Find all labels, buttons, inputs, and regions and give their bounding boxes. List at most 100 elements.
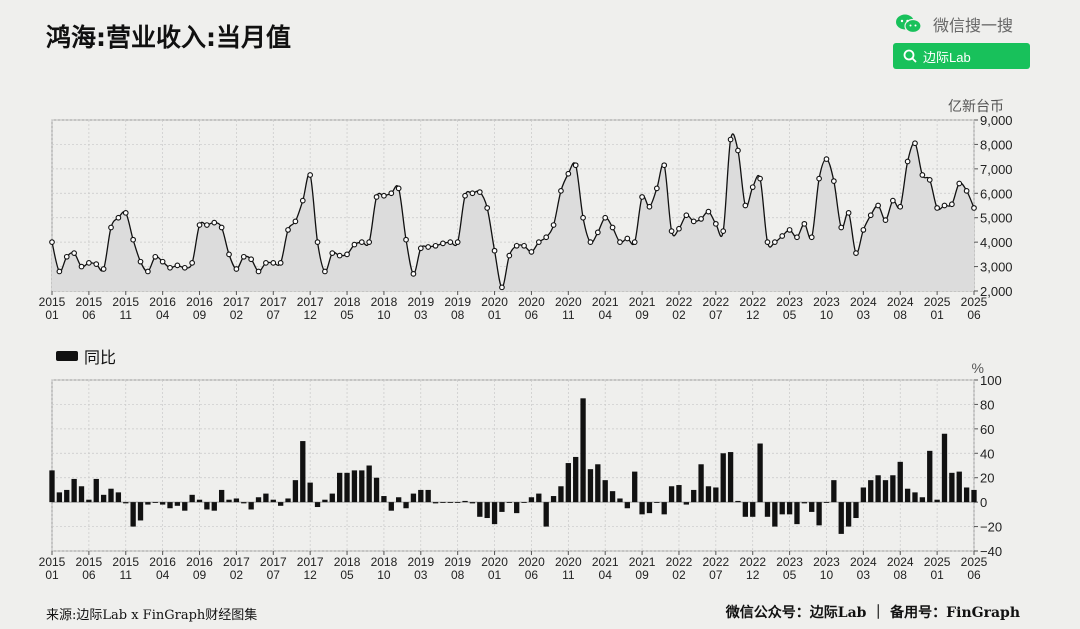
bottom-xtick-label-month: 03 <box>857 568 871 582</box>
top-xtick-label-year: 2022 <box>702 295 729 309</box>
top-xtick-label-year: 2020 <box>555 295 582 309</box>
revenue-point <box>720 228 727 234</box>
top-xtick-label-month: 08 <box>451 308 465 322</box>
legend-label: 同比 <box>84 348 117 367</box>
search-button-label: 边际Lab <box>923 49 971 65</box>
revenue-point <box>484 205 491 211</box>
top-xtick-label-month: 05 <box>783 308 797 322</box>
revenue-point <box>882 217 889 224</box>
yoy-bar <box>661 502 667 515</box>
bottom-xtick-label-year: 2025 <box>961 555 988 569</box>
bottom-xtick-label-year: 2016 <box>186 555 213 569</box>
yoy-bar <box>403 502 409 509</box>
yoy-bar <box>49 470 55 503</box>
bottom-xtick-label-year: 2021 <box>592 555 619 569</box>
revenue-point <box>137 258 144 265</box>
yoy-bar <box>757 443 763 503</box>
yoy-bar <box>698 464 704 503</box>
search-button[interactable]: 边际Lab <box>893 43 1030 69</box>
revenue-point <box>145 268 151 275</box>
bottom-xtick-label-year: 2022 <box>702 555 729 569</box>
top-xtick-label-year: 2022 <box>739 295 766 309</box>
top-xtick-label-year: 2022 <box>666 295 693 309</box>
bottom-xtick-label-year: 2015 <box>76 555 103 569</box>
revenue-point <box>499 284 505 291</box>
revenue-point <box>351 241 358 248</box>
revenue-point <box>71 250 77 256</box>
top-xtick-label-year: 2015 <box>76 295 103 309</box>
yoy-bar <box>248 502 254 510</box>
revenue-point <box>159 258 166 265</box>
revenue-point <box>417 245 424 252</box>
revenue-point <box>403 236 409 243</box>
revenue-point <box>683 212 690 219</box>
bottom-xtick-label-year: 2023 <box>776 555 803 569</box>
bottom-ytick-label: 40 <box>980 446 994 461</box>
revenue-point <box>233 266 240 272</box>
bottom-xtick-label-year: 2021 <box>629 555 656 569</box>
revenue-point <box>712 220 719 227</box>
yoy-bar <box>344 472 350 503</box>
yoy-bar <box>152 502 158 503</box>
revenue-point <box>558 187 564 194</box>
revenue-point <box>63 253 70 260</box>
yoy-bar <box>904 488 911 503</box>
yoy-bar <box>853 502 859 519</box>
yoy-bar <box>912 492 918 503</box>
revenue-point <box>410 271 417 277</box>
revenue-point <box>432 242 439 249</box>
top-xtick-label-month: 09 <box>193 308 207 322</box>
top-xtick-label-year: 2020 <box>481 295 508 309</box>
top-xtick-label-month: 12 <box>303 308 317 322</box>
top-xtick-label-month: 04 <box>599 308 613 322</box>
yoy-bar <box>204 502 210 510</box>
yoy-bar <box>735 500 741 503</box>
top-xtick-label-month: 06 <box>82 308 96 322</box>
bottom-xtick-label-month: 05 <box>340 568 354 582</box>
top-xtick-label-month: 03 <box>414 308 428 322</box>
bottom-xtick-label-year: 2017 <box>260 555 287 569</box>
yoy-bar <box>388 502 394 511</box>
revenue-point <box>322 268 328 275</box>
top-xtick-label-year: 2017 <box>297 295 324 309</box>
yoy-bar <box>956 471 962 503</box>
yoy-bar <box>174 502 181 506</box>
yoy-bar <box>145 502 151 505</box>
revenue-point <box>381 192 387 199</box>
yoy-bar <box>499 502 505 512</box>
top-xtick-label-month: 02 <box>230 308 244 322</box>
yoy-bar <box>809 502 815 512</box>
top-ytick-label: 7,000 <box>980 162 1013 177</box>
revenue-point <box>336 252 343 259</box>
bottom-xtick-label-year: 2025 <box>924 555 951 569</box>
yoy-bar <box>823 502 830 503</box>
yoy-bar <box>742 502 748 517</box>
yoy-bar <box>971 489 977 503</box>
revenue-point <box>808 234 815 241</box>
revenue-point <box>152 253 159 260</box>
yoy-bar <box>447 502 453 503</box>
revenue-point <box>388 190 395 197</box>
revenue-point <box>550 222 557 228</box>
bottom-xtick-label-month: 06 <box>82 568 96 582</box>
bottom-xtick-label-month: 11 <box>562 568 575 582</box>
yoy-bar <box>440 502 446 503</box>
legend-swatch <box>56 351 78 361</box>
yoy-bar <box>691 489 697 503</box>
yoy-bar <box>93 478 99 503</box>
yoy-bar <box>462 500 468 503</box>
revenue-point <box>240 253 247 260</box>
yoy-bar <box>514 502 520 514</box>
top-xtick-label-month: 01 <box>930 308 944 322</box>
yoy-bar <box>750 502 756 517</box>
top-ytick-label: 6,000 <box>980 186 1013 201</box>
yoy-bar <box>521 502 527 503</box>
revenue-point <box>779 233 786 239</box>
source-note: 来源:边际Lab x FinGraph财经图集 <box>46 608 258 623</box>
wechat-search-label: 微信搜一搜 <box>933 16 1014 35</box>
top-xtick-label-month: 07 <box>267 308 281 322</box>
revenue-point <box>602 214 609 221</box>
revenue-point <box>757 175 763 182</box>
bottom-xtick-label-month: 06 <box>967 568 981 582</box>
bottom-xtick-label-month: 11 <box>120 568 133 582</box>
